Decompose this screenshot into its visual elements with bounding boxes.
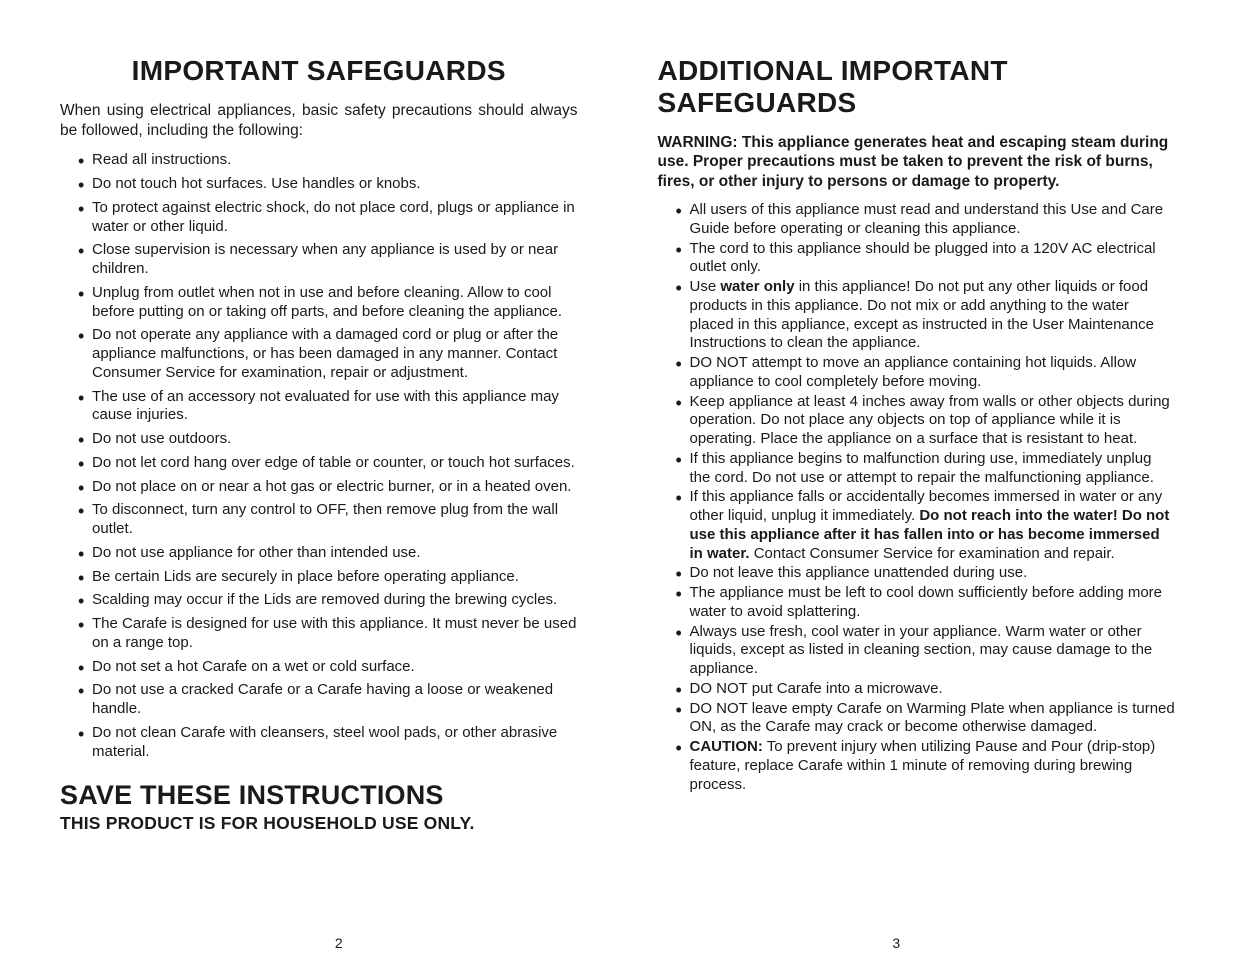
list-item: CAUTION: To prevent injury when utilizin… [680,738,1176,794]
left-page: IMPORTANT SAFEGUARDS When using electric… [60,55,618,929]
list-item: To disconnect, turn any control to OFF, … [82,501,578,539]
list-item: DO NOT attempt to move an appliance cont… [680,354,1176,392]
list-item: Do not let cord hang over edge of table … [82,454,578,473]
page-number: 2 [335,935,343,951]
intro-text: When using electrical appliances, basic … [60,101,578,141]
list-item: Do not set a hot Carafe on a wet or cold… [82,658,578,677]
safeguards-list: Read all instructions. Do not touch hot s… [60,151,578,766]
heading-important-safeguards: IMPORTANT SAFEGUARDS [60,55,578,87]
list-item: The cord to this appliance should be plu… [680,240,1176,278]
list-item: Read all instructions. [82,151,578,170]
right-page: ADDITIONAL IMPORTANT SAFEGUARDS WARNING:… [618,55,1176,929]
list-item: Do not clean Carafe with cleansers, stee… [82,724,578,762]
additional-safeguards-list: All users of this appliance must read an… [658,201,1176,795]
list-item: Do not touch hot surfaces. Use handles o… [82,175,578,194]
list-item: Close supervision is necessary when any … [82,241,578,279]
list-item: To protect against electric shock, do no… [82,199,578,237]
list-item: If this appliance begins to malfunction … [680,450,1176,488]
list-item: The appliance must be left to cool down … [680,584,1176,622]
list-item: Do not place on or near a hot gas or ele… [82,478,578,497]
list-item: DO NOT put Carafe into a microwave. [680,680,1176,699]
list-item: Do not use a cracked Carafe or a Carafe … [82,681,578,719]
list-item: Do not operate any appliance with a dama… [82,326,578,382]
list-item: All users of this appliance must read an… [680,201,1176,239]
list-item: DO NOT leave empty Carafe on Warming Pla… [680,700,1176,738]
list-item: Scalding may occur if the Lids are remov… [82,591,578,610]
list-item: Use water only in this appliance! Do not… [680,278,1176,353]
list-item: Always use fresh, cool water in your app… [680,623,1176,679]
list-item: Do not use appliance for other than inte… [82,544,578,563]
list-item: If this appliance falls or accidentally … [680,488,1176,563]
warning-text: WARNING: This appliance generates heat a… [658,133,1176,191]
page-number: 3 [892,935,900,951]
list-item: Do not use outdoors. [82,430,578,449]
list-item: The use of an accessory not evaluated fo… [82,388,578,426]
list-item: Unplug from outlet when not in use and b… [82,284,578,322]
save-instructions-heading: SAVE THESE INSTRUCTIONS [60,780,578,811]
list-item: Do not leave this appliance unattended d… [680,564,1176,583]
heading-additional-safeguards: ADDITIONAL IMPORTANT SAFEGUARDS [658,55,1176,119]
list-item: Keep appliance at least 4 inches away fr… [680,393,1176,449]
list-item: Be certain Lids are securely in place be… [82,568,578,587]
list-item: The Carafe is designed for use with this… [82,615,578,653]
household-use-heading: THIS PRODUCT IS FOR HOUSEHOLD USE ONLY. [60,813,578,834]
